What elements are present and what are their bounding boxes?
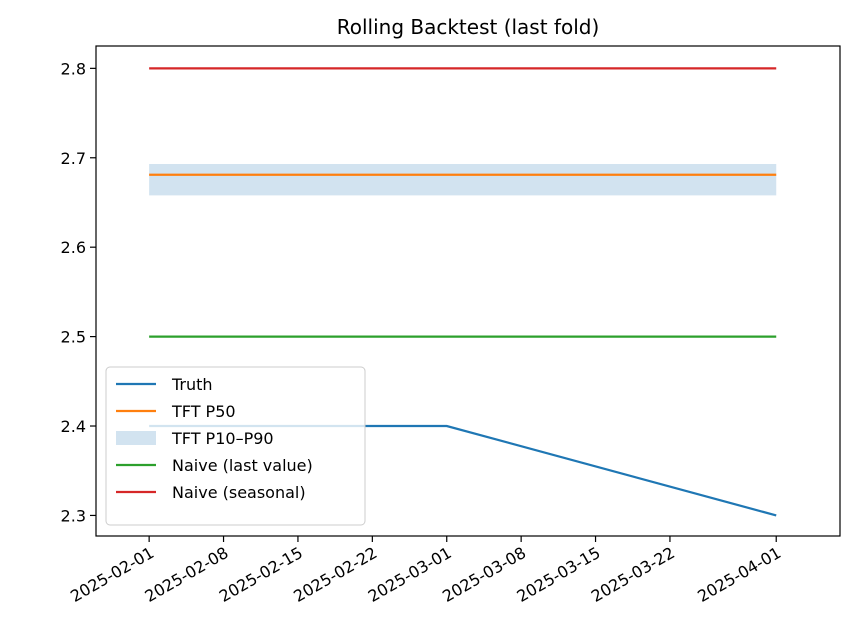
- y-axis: 2.3 2.4 2.5 2.6 2.7 2.8: [61, 59, 96, 525]
- legend-label-naive-seasonal: Naive (seasonal): [172, 483, 306, 502]
- legend-label-truth: Truth: [171, 375, 213, 394]
- band-layer: [149, 164, 777, 196]
- y-tick-label: 2.3: [61, 506, 86, 525]
- y-tick-label: 2.6: [61, 238, 86, 257]
- legend: Truth TFT P50 TFT P10–P90 Naive (last value…: [105, 366, 366, 526]
- chart-title: Rolling Backtest (last fold): [337, 15, 600, 39]
- y-tick-label: 2.5: [61, 328, 86, 347]
- legend-label-tft-p50: TFT P50: [171, 402, 236, 421]
- band-tft-p10-p90: [149, 164, 777, 196]
- legend-box: [105, 366, 366, 526]
- legend-swatch-tft-p10-p90: [116, 431, 156, 445]
- y-tick-label: 2.4: [61, 417, 86, 436]
- plot-frame: [95, 45, 841, 537]
- legend-label-naive-last-value: Naive (last value): [172, 456, 313, 475]
- legend-label-tft-p10-p90: TFT P10–P90: [171, 429, 274, 448]
- y-tick-label: 2.8: [61, 59, 86, 78]
- y-tick-label: 2.7: [61, 149, 86, 168]
